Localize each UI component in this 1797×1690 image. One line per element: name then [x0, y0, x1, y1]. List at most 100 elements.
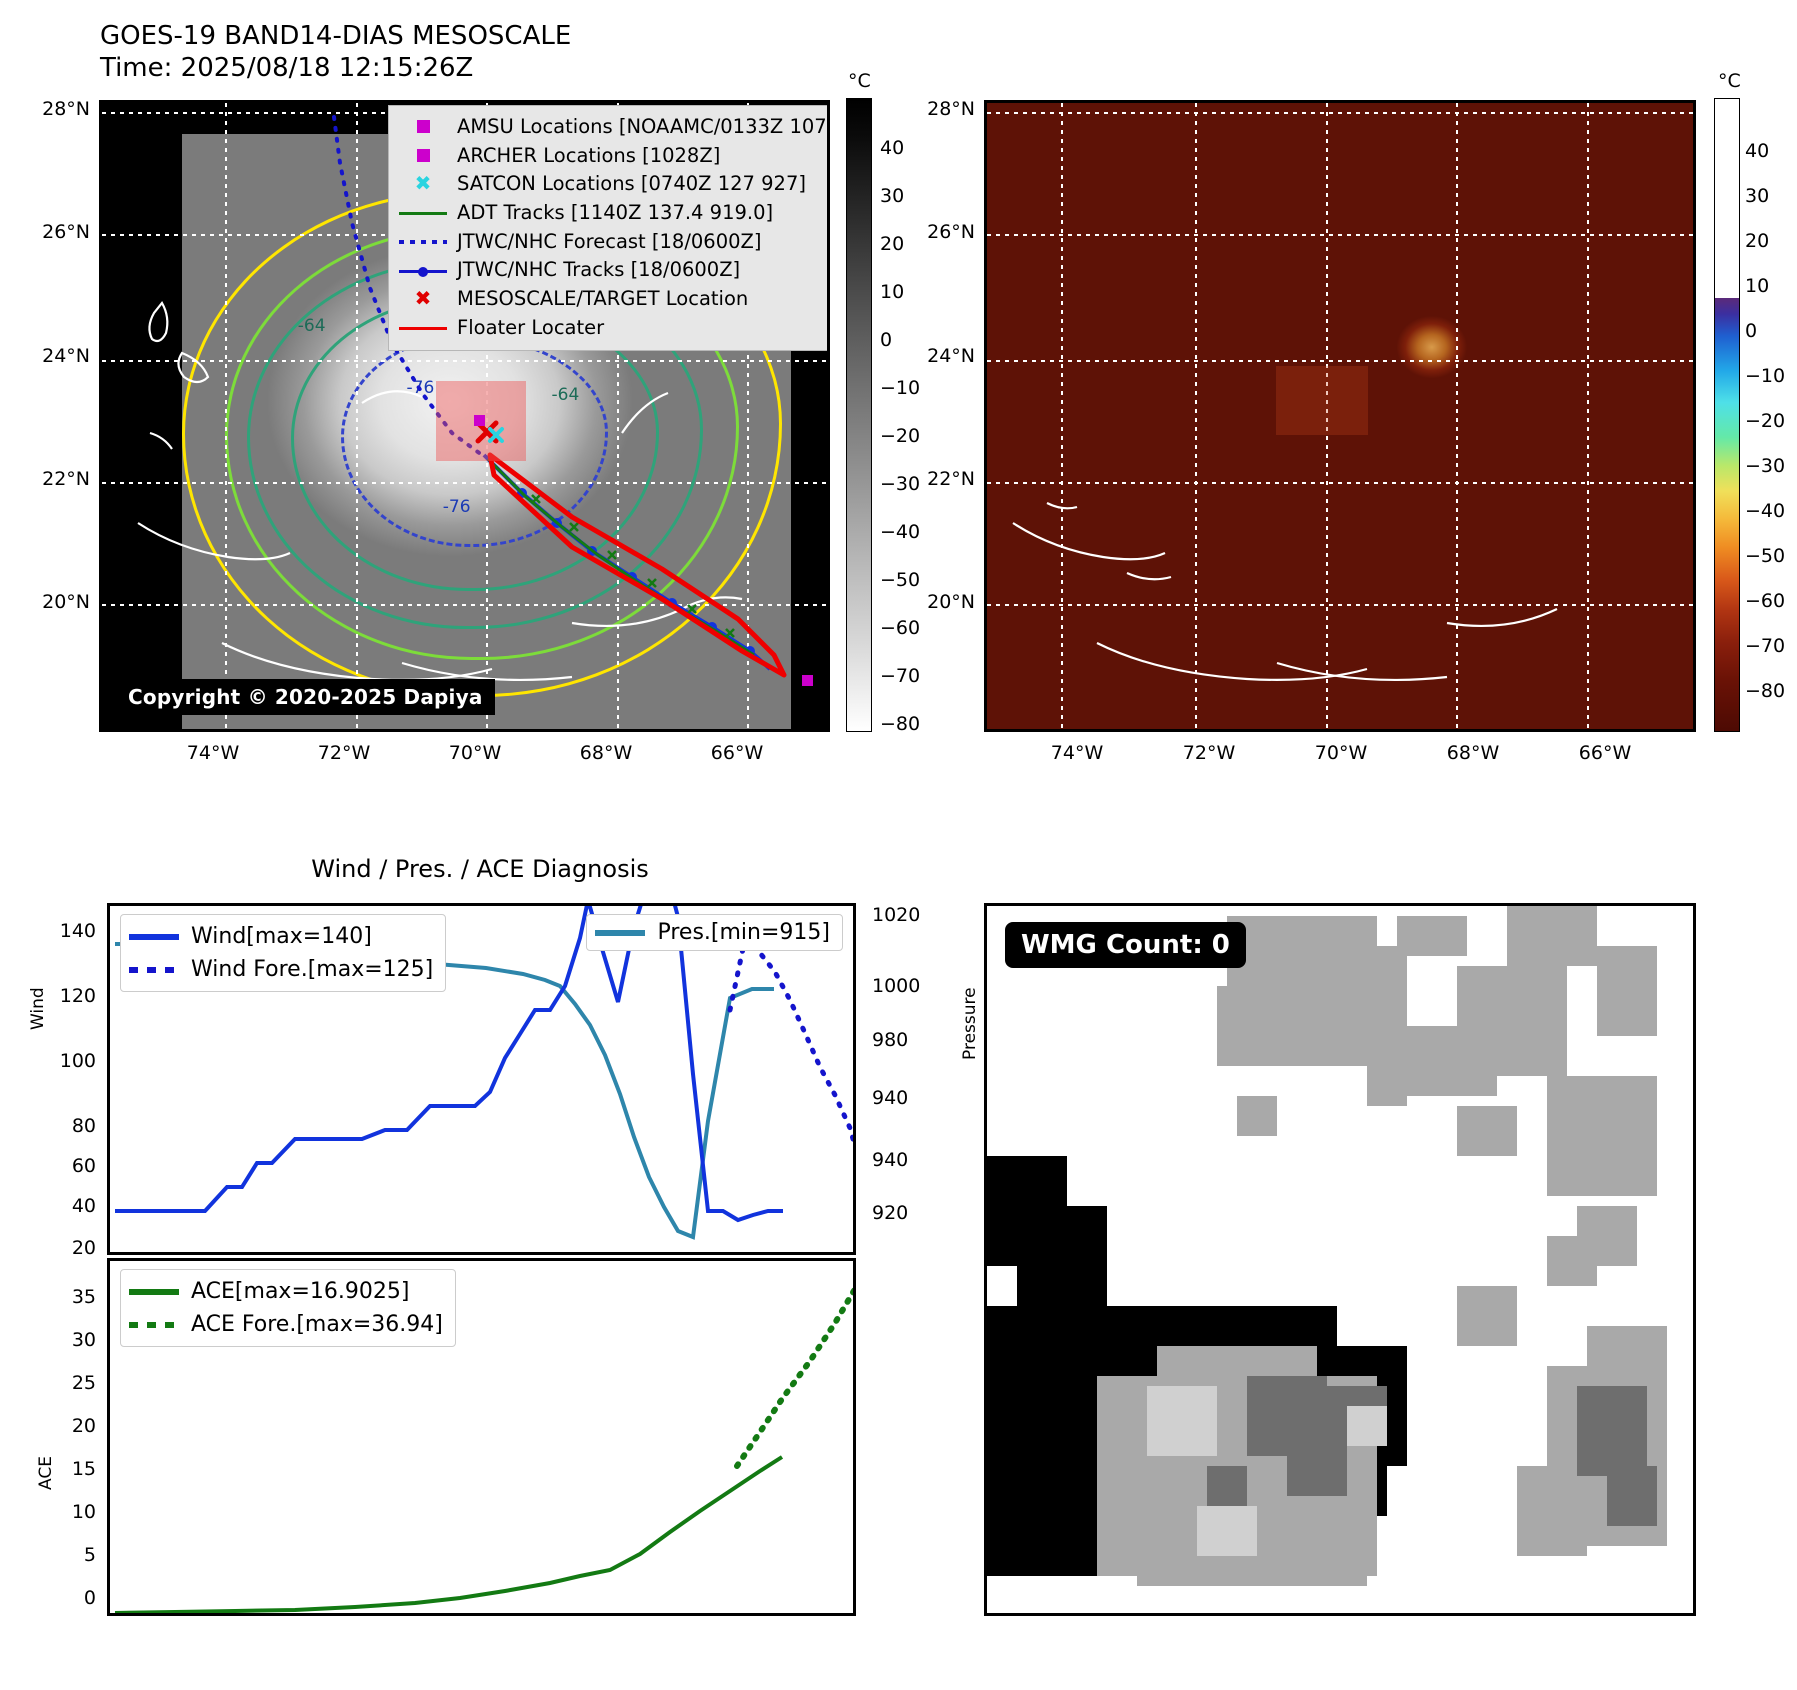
copyright-badge: Copyright © 2020-2025 Dapiya — [116, 679, 495, 715]
series-wind-forecast — [727, 934, 853, 1149]
lon-tick: 74°W — [1050, 742, 1104, 764]
wind-forecast-legend-label: Wind Fore.[max=125] — [191, 957, 434, 982]
cbar-tick: −60 — [1745, 590, 1786, 612]
ace-ytick: 30 — [71, 1329, 96, 1351]
adt-line-icon — [399, 211, 447, 215]
coastline-overlay — [1012, 502, 1558, 682]
pres-ytick: 1020 — [872, 904, 921, 926]
contour-label-1: -76 — [442, 497, 471, 518]
colorbar-right — [1714, 98, 1740, 732]
gridline-lon — [486, 103, 489, 729]
legend-row: JTWC/NHC Tracks [18/0600Z] — [399, 256, 827, 285]
gridline-lat — [987, 481, 1693, 484]
lat-tick: 22°N — [927, 468, 975, 490]
satcon-x-icon: ✖ — [414, 171, 432, 196]
legend-label: JTWC/NHC Tracks [18/0600Z] — [457, 258, 741, 282]
cbar-tick: 0 — [1745, 320, 1758, 342]
wmg-panel[interactable]: WMG Count: 0 — [984, 903, 1696, 1616]
lat-tick: 20°N — [42, 591, 90, 613]
ace-ytick: 25 — [71, 1372, 96, 1394]
topleft-ir-map[interactable]: -76 -76 -64 -64 — [99, 100, 830, 732]
ace-ytick: 35 — [71, 1286, 96, 1308]
cbar-tick-left: 20 — [880, 233, 905, 255]
wind-ytick: 120 — [59, 985, 96, 1007]
cbar-tick: −30 — [1745, 455, 1786, 477]
wind-pressure-chart[interactable]: Wind[max=140] Wind Fore.[max=125] Pres.[… — [107, 903, 856, 1255]
archer-square-icon — [416, 148, 430, 162]
gridline-lon — [1456, 103, 1459, 729]
lon-tick: 72°W — [317, 742, 371, 764]
lat-tick: 28°N — [42, 98, 90, 120]
wmg-count-badge: WMG Count: 0 — [1005, 922, 1246, 968]
cbar-tick-left: −30 — [880, 473, 921, 495]
lat-tick: 26°N — [927, 221, 975, 243]
cbar-tick-left: −80 — [880, 713, 921, 735]
topright-enhanced-ir-map[interactable] — [984, 100, 1696, 732]
legend-row: JTWC/NHC Forecast [18/0600Z] — [399, 228, 827, 257]
cbar-tick: −80 — [1745, 680, 1786, 702]
cbar-tick: 40 — [1745, 140, 1770, 162]
series-ace — [114, 1455, 784, 1613]
gridline-lat — [102, 603, 827, 606]
lon-tick: 70°W — [1314, 742, 1368, 764]
cbar-tick-left: 30 — [880, 185, 905, 207]
contour-label-3: -64 — [297, 315, 326, 336]
ace-ytick: 10 — [71, 1501, 96, 1523]
gridline-lon — [1061, 103, 1064, 729]
ace-forecast-dotted-icon — [129, 1321, 179, 1328]
topleft-title-line2: Time: 2025/08/18 12:15:26Z — [100, 53, 474, 83]
series-wind — [115, 906, 783, 1223]
mesoscale-box — [1276, 365, 1369, 435]
pres-ytick: 1000 — [872, 975, 921, 997]
wind-ytick: 20 — [71, 1237, 96, 1259]
pres-ytick: 940 — [872, 1087, 909, 1109]
cbar-tick-left: −70 — [880, 665, 921, 687]
wind-line-icon — [129, 933, 179, 940]
colorbar-unit-left: °C — [848, 70, 871, 92]
cbar-tick-left: −20 — [880, 425, 921, 447]
ace-legend: ACE[max=16.9025] ACE Fore.[max=36.94] — [120, 1269, 456, 1347]
pressure-line-icon — [595, 929, 646, 936]
legend-row: AMSU Locations [NOAAMC/0133Z 107 946] — [399, 113, 827, 142]
lat-tick: 24°N — [927, 345, 975, 367]
target-x-icon: ✖ — [414, 285, 432, 310]
cbar-tick-left: −50 — [880, 569, 921, 591]
wmg-mosaic — [987, 906, 1667, 1586]
wind-ytick: 40 — [71, 1195, 96, 1217]
pressure-legend: Pres.[min=915] — [586, 914, 843, 951]
axis-label-pressure: Pressure — [960, 987, 980, 1060]
ace-legend-label: ACE[max=16.9025] — [191, 1279, 410, 1304]
contour-label-2: -64 — [551, 384, 580, 405]
cbar-tick: 20 — [1745, 230, 1770, 252]
cbar-tick-left: −60 — [880, 617, 921, 639]
lon-tick: 68°W — [1446, 742, 1500, 764]
cbar-tick: −20 — [1745, 410, 1786, 432]
lat-tick: 26°N — [42, 221, 90, 243]
cbar-tick-left: −10 — [880, 377, 921, 399]
pressure-legend-label: Pres.[min=915] — [657, 920, 830, 945]
lon-tick: 70°W — [448, 742, 502, 764]
legend-label: ARCHER Locations [1028Z] — [457, 143, 721, 167]
lon-tick: 66°W — [710, 742, 764, 764]
wind-legend: Wind[max=140] Wind Fore.[max=125] — [120, 914, 447, 992]
gridline-lat — [987, 234, 1693, 237]
cbar-tick: 10 — [1745, 275, 1770, 297]
lon-tick: 72°W — [1182, 742, 1236, 764]
lon-tick: 74°W — [186, 742, 240, 764]
ace-forecast-legend-label: ACE Fore.[max=36.94] — [191, 1312, 443, 1337]
floater-line-icon — [399, 326, 447, 330]
legend-label: AMSU Locations [NOAAMC/0133Z 107 946] — [457, 115, 827, 138]
gridline-lon — [1587, 103, 1590, 729]
pres-ytick: 920 — [872, 1202, 909, 1224]
cbar-tick-left: −40 — [880, 521, 921, 543]
ace-chart[interactable]: ACE[max=16.9025] ACE Fore.[max=36.94] — [107, 1258, 856, 1616]
cbar-tick: −70 — [1745, 635, 1786, 657]
legend-row: ✖ MESOSCALE/TARGET Location — [399, 285, 827, 314]
legend-row: ✖ SATCON Locations [0740Z 127 927] — [399, 170, 827, 199]
wind-ytick: 140 — [59, 920, 96, 942]
series-ace-forecast — [734, 1286, 853, 1469]
legend-label: SATCON Locations [0740Z 127 927] — [457, 172, 806, 196]
gridline-lat — [987, 112, 1693, 115]
legend-row: Floater Locater — [399, 314, 827, 343]
cbar-tick-left: 0 — [880, 329, 893, 351]
